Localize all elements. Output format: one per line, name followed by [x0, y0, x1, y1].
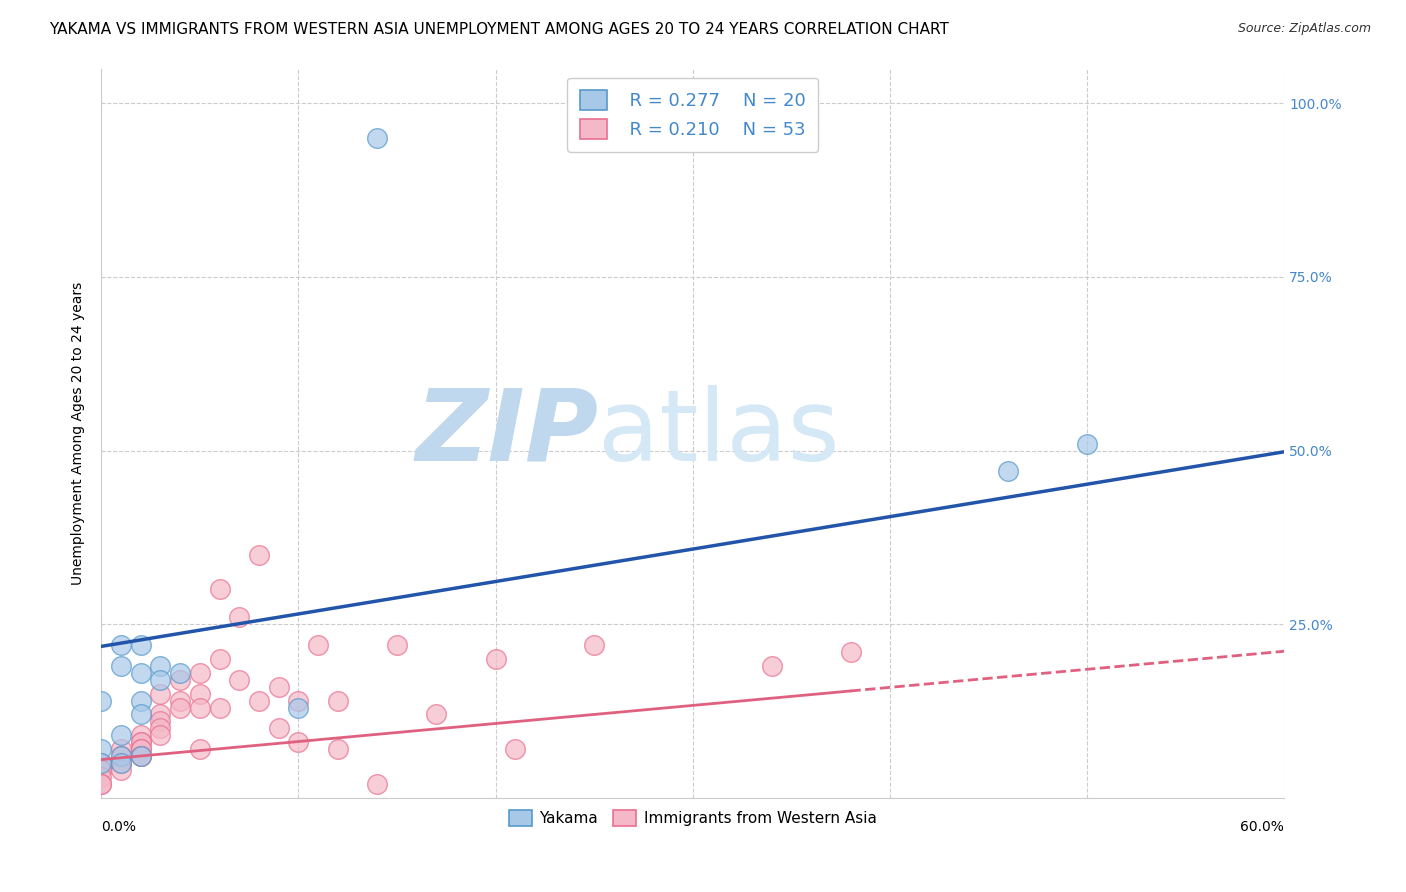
Point: [110, 742, 132, 756]
Point: [188, 742, 211, 756]
Point: [366, 131, 388, 145]
Point: [90, 693, 112, 707]
Point: [110, 756, 132, 770]
Point: [149, 658, 172, 673]
Point: [129, 749, 152, 764]
Point: [208, 652, 231, 666]
Point: [110, 638, 132, 652]
Point: [169, 665, 191, 680]
Point: [90, 777, 112, 791]
Point: [90, 756, 112, 770]
Point: [90, 742, 112, 756]
Point: [129, 728, 152, 742]
Point: [997, 464, 1019, 478]
Y-axis label: Unemployment Among Ages 20 to 24 years: Unemployment Among Ages 20 to 24 years: [72, 282, 86, 585]
Point: [129, 707, 152, 722]
Point: [149, 728, 172, 742]
Point: [129, 742, 152, 756]
Point: [129, 693, 152, 707]
Point: [129, 638, 152, 652]
Point: [110, 728, 132, 742]
Point: [149, 707, 172, 722]
Point: [90, 756, 112, 770]
Point: [188, 665, 211, 680]
Text: atlas: atlas: [598, 384, 839, 482]
Point: [583, 638, 606, 652]
Point: [839, 645, 862, 659]
Point: [484, 652, 506, 666]
Point: [169, 693, 191, 707]
Point: [90, 763, 112, 777]
Point: [503, 742, 526, 756]
Point: [247, 693, 270, 707]
Point: [110, 749, 132, 764]
Point: [247, 548, 270, 562]
Point: [326, 742, 349, 756]
Point: [287, 700, 309, 714]
Point: [149, 722, 172, 736]
Point: [307, 638, 329, 652]
Point: [169, 673, 191, 687]
Point: [110, 749, 132, 764]
Legend: Yakama, Immigrants from Western Asia: Yakama, Immigrants from Western Asia: [501, 803, 884, 834]
Point: [90, 777, 112, 791]
Point: [129, 665, 152, 680]
Point: [129, 749, 152, 764]
Point: [267, 680, 290, 694]
Point: [129, 735, 152, 749]
Point: [208, 700, 231, 714]
Point: [149, 673, 172, 687]
Text: 60.0%: 60.0%: [1240, 820, 1284, 834]
Point: [149, 687, 172, 701]
Point: [188, 700, 211, 714]
Point: [1076, 436, 1098, 450]
Point: [110, 756, 132, 770]
Point: [228, 673, 250, 687]
Point: [208, 582, 231, 597]
Point: [110, 763, 132, 777]
Text: ZIP: ZIP: [415, 384, 598, 482]
Point: [267, 722, 290, 736]
Point: [169, 700, 191, 714]
Point: [90, 770, 112, 784]
Point: [90, 756, 112, 770]
Point: [90, 763, 112, 777]
Point: [761, 658, 783, 673]
Text: Source: ZipAtlas.com: Source: ZipAtlas.com: [1237, 22, 1371, 36]
Point: [287, 735, 309, 749]
Point: [149, 714, 172, 729]
Point: [129, 749, 152, 764]
Point: [110, 658, 132, 673]
Point: [110, 756, 132, 770]
Point: [385, 638, 408, 652]
Text: 0.0%: 0.0%: [101, 820, 136, 834]
Point: [326, 693, 349, 707]
Text: YAKAMA VS IMMIGRANTS FROM WESTERN ASIA UNEMPLOYMENT AMONG AGES 20 TO 24 YEARS CO: YAKAMA VS IMMIGRANTS FROM WESTERN ASIA U…: [49, 22, 949, 37]
Point: [129, 742, 152, 756]
Point: [425, 707, 447, 722]
Point: [188, 687, 211, 701]
Point: [228, 610, 250, 624]
Point: [129, 735, 152, 749]
Point: [287, 693, 309, 707]
Point: [366, 777, 388, 791]
